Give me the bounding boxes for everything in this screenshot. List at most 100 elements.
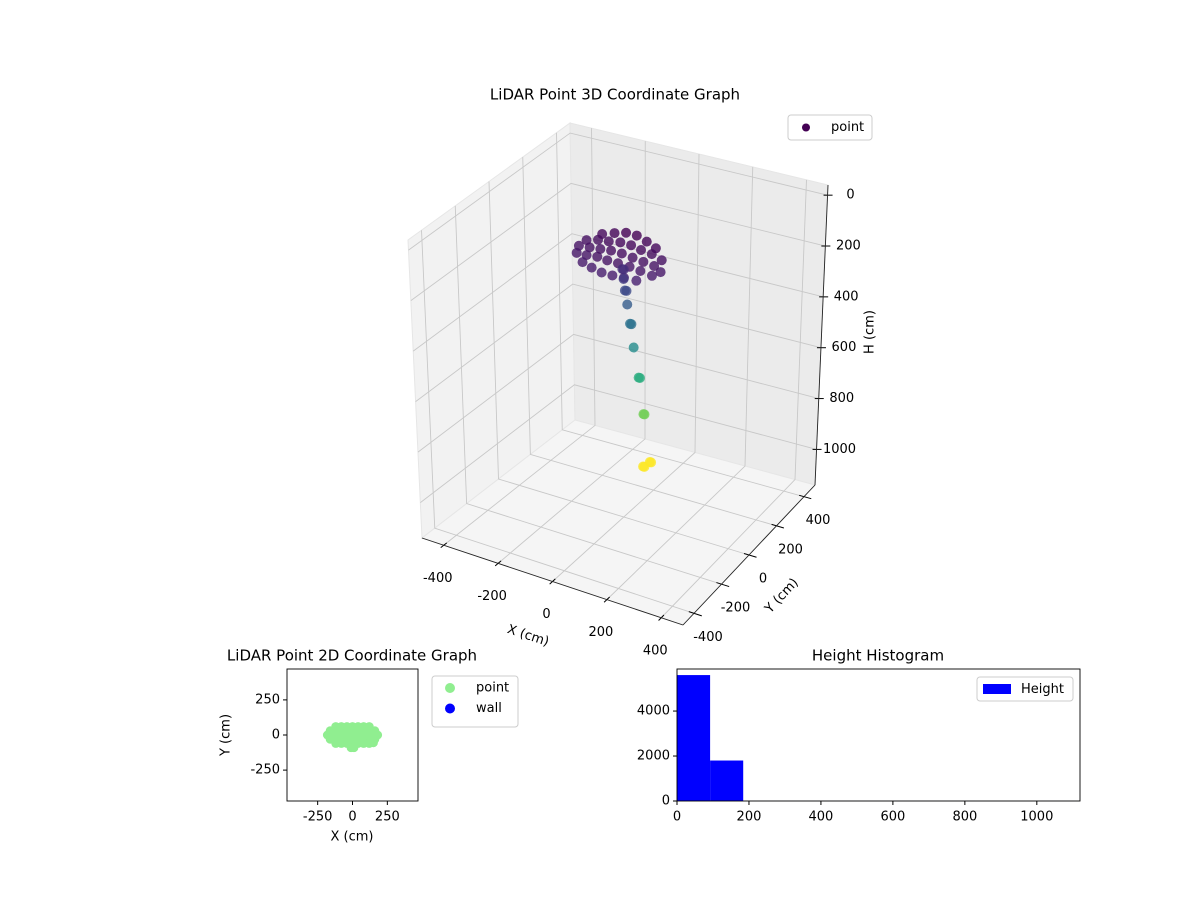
point (603, 236, 614, 247)
point (622, 299, 633, 310)
y-tick-label: 0 (272, 728, 280, 743)
point (349, 743, 359, 753)
point (631, 230, 642, 241)
legend-box (787, 114, 873, 141)
point (635, 265, 646, 276)
point (628, 342, 639, 353)
point (638, 256, 649, 267)
point (596, 267, 607, 278)
z-tick-label: 200 (836, 239, 861, 254)
legend-marker (445, 683, 455, 693)
point (577, 257, 588, 268)
z-tick-label: 400 (834, 289, 859, 304)
x-tick-label: -200 (477, 589, 507, 604)
y-tick-label: -200 (721, 601, 751, 616)
y-tick-label: -400 (693, 630, 723, 645)
x-tick-label: 800 (952, 810, 977, 825)
x-tick-label: -400 (423, 571, 453, 586)
y-tick-label: 0 (662, 794, 670, 809)
point (586, 262, 597, 273)
grid-line (660, 179, 807, 619)
grid-line (420, 384, 817, 504)
y-tick-label: 400 (806, 513, 831, 528)
grid-line (412, 233, 824, 352)
axis-line (814, 184, 829, 486)
y-tick-label: 2000 (637, 749, 670, 764)
z-tick-label: 0 (846, 188, 854, 203)
legend-box (976, 676, 1074, 702)
chart-title: Height Histogram (812, 647, 944, 665)
grid-line (556, 132, 805, 498)
tick-mark (771, 523, 785, 529)
point (621, 227, 632, 238)
grid-line (488, 181, 750, 556)
bar (677, 675, 711, 801)
point (621, 285, 632, 296)
y-tick-label: 4000 (637, 704, 670, 719)
point (626, 319, 637, 330)
point (639, 461, 650, 472)
grid-line (415, 283, 822, 402)
legend-label: point (476, 681, 509, 696)
grid-line (410, 182, 826, 301)
point (631, 275, 642, 286)
point (655, 267, 666, 278)
grid-line (552, 153, 700, 582)
z-tick-label: 1000 (823, 442, 856, 457)
x-tick-label: 400 (809, 810, 834, 825)
y-tick-label: 250 (255, 692, 280, 707)
point (656, 255, 667, 266)
z-tick-label: 600 (832, 340, 857, 355)
point (615, 237, 626, 248)
chart-title: LiDAR Point 2D Coordinate Graph (227, 647, 477, 665)
x-tick-label: 0 (542, 607, 550, 622)
grid-line (454, 205, 722, 585)
point (618, 273, 629, 284)
grid-line (408, 132, 828, 251)
point (571, 247, 582, 258)
axes-frame (676, 668, 1081, 802)
legend-label: wall (476, 701, 502, 716)
grid-line (421, 230, 695, 614)
point (607, 270, 618, 281)
tick-mark (688, 611, 702, 617)
x-tick-label: 400 (643, 643, 668, 658)
x-tick-label: 1000 (1020, 810, 1053, 825)
grid-line (443, 128, 596, 546)
legend-marker (445, 703, 455, 714)
x-tick-label: 0 (348, 810, 356, 825)
x-tick-label: 600 (880, 810, 905, 825)
x-axis-label: X (cm) (331, 830, 374, 845)
y-tick-label: -250 (250, 763, 280, 778)
axis-line (682, 484, 816, 626)
y-tick-label: 200 (778, 542, 803, 557)
x-tick-label: 0 (673, 810, 681, 825)
point (646, 249, 657, 260)
point (616, 248, 627, 259)
grid-line (606, 166, 754, 600)
chart-title: LiDAR Point 3D Coordinate Graph (490, 86, 740, 104)
point (626, 240, 637, 251)
z-axis-label: H (cm) (863, 310, 878, 354)
axes-frame (286, 668, 419, 802)
y-tick-label: 0 (759, 572, 767, 587)
legend-marker (802, 123, 810, 132)
tick-mark (716, 582, 730, 588)
legend-patch (983, 684, 1011, 694)
point (618, 264, 629, 275)
y-axis-label: Y (cm) (219, 714, 234, 757)
point (584, 242, 595, 253)
point (639, 409, 650, 420)
point (606, 245, 617, 256)
x-tick-label: 250 (375, 810, 400, 825)
point (634, 373, 645, 384)
point (595, 243, 606, 254)
point (609, 228, 620, 239)
x-tick-label: -250 (303, 810, 333, 825)
bar (710, 760, 744, 801)
grid-line (522, 157, 777, 527)
axis-line (421, 537, 684, 626)
legend-label: point (831, 120, 864, 135)
